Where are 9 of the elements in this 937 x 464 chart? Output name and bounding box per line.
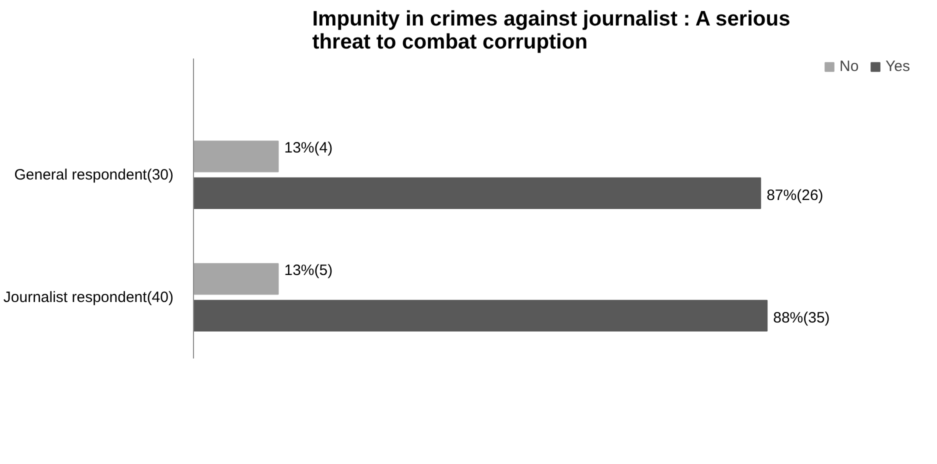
data-label: 88%(35) <box>773 310 830 327</box>
chart-title: Impunity in crimes against journalist : A serious threat to combat corruption <box>312 8 790 54</box>
y-tick-label: General respondent(30) <box>14 166 174 184</box>
data-label: 87%(26) <box>766 187 824 204</box>
legend-label: Yes <box>886 58 910 75</box>
data-label: 13%(4) <box>284 139 333 156</box>
y-tick-label: Journalist respondent(40) <box>3 288 174 306</box>
legend-label: No <box>840 58 860 75</box>
data-label: 13%(5) <box>284 262 333 279</box>
